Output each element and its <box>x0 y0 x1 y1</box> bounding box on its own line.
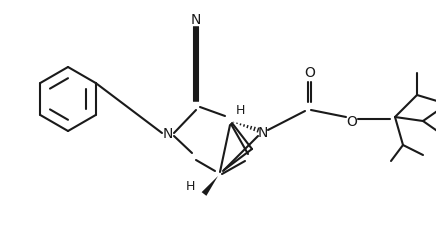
Text: O: O <box>305 66 315 80</box>
Polygon shape <box>201 176 218 196</box>
Text: H: H <box>235 103 245 116</box>
Text: N: N <box>191 13 201 27</box>
Text: N: N <box>258 126 268 139</box>
Text: H: H <box>185 180 195 193</box>
Text: O: O <box>347 114 358 128</box>
Text: N: N <box>163 126 173 140</box>
